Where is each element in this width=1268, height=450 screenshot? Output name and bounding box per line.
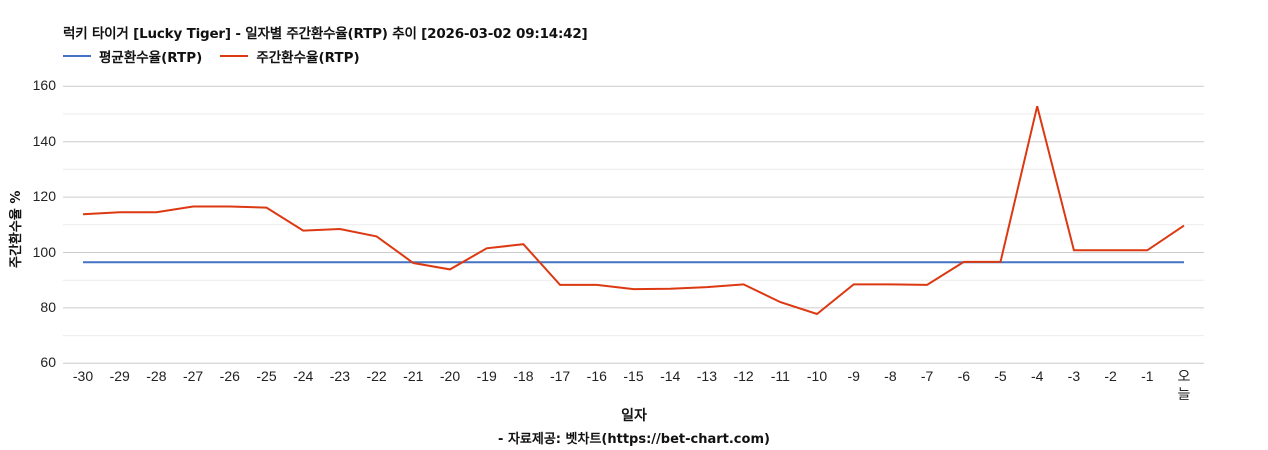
x-axis-title: 일자 xyxy=(0,405,1268,425)
x-tick-label: -23 xyxy=(329,368,350,384)
data-source-credit: - 자료제공: 벳차트(https://bet-chart.com) xyxy=(498,432,770,447)
legend-label: 평균환수율(RTP) xyxy=(99,50,203,66)
y-tick-label: 80 xyxy=(40,298,56,315)
y-tick-label: 60 xyxy=(40,354,56,371)
legend-swatch-average-icon xyxy=(63,55,91,57)
x-tick-label: -13 xyxy=(696,368,717,384)
legend: 평균환수율(RTP) 주간환수율(RTP) xyxy=(63,46,378,66)
x-tick-label: -14 xyxy=(660,368,681,384)
y-tick-label: 140 xyxy=(32,132,56,149)
x-tick-label: -11 xyxy=(770,368,790,384)
x-axis-title-text: 일자 xyxy=(621,408,647,424)
y-tick-label: 160 xyxy=(32,77,56,94)
x-tick-label: -29 xyxy=(109,368,130,384)
chart-title: 럭키 타이거 [Lucky Tiger] - 일자별 주간환수율(RTP) 추이… xyxy=(63,26,588,42)
x-tick-label: -3 xyxy=(1067,368,1081,384)
x-tick-label: -25 xyxy=(256,368,277,384)
x-tick-label: -28 xyxy=(146,368,167,384)
x-tick-label: -4 xyxy=(1030,368,1044,384)
x-tick-label: -27 xyxy=(182,368,204,384)
x-tick-label: -2 xyxy=(1104,368,1117,384)
x-tick-label: -24 xyxy=(293,368,314,384)
weekly-rtp-line[interactable] xyxy=(82,105,1185,316)
x-tick-label: -18 xyxy=(513,368,534,384)
legend-item-average-rtp[interactable]: 평균환수율(RTP) xyxy=(63,46,202,66)
x-tick-label: -12 xyxy=(733,368,754,384)
x-tick-label: -1 xyxy=(1141,368,1154,384)
x-tick-label: -17 xyxy=(549,368,571,384)
x-tick-label: -15 xyxy=(623,368,644,384)
x-tick-label: -9 xyxy=(847,368,860,384)
y-tick-label: 100 xyxy=(32,243,56,260)
x-tick-label: -22 xyxy=(366,368,387,384)
legend-item-weekly-rtp[interactable]: 주간환수율(RTP) xyxy=(220,46,360,66)
x-tick-label: -6 xyxy=(957,368,971,384)
x-tick-label: -5 xyxy=(994,368,1007,384)
y-tick-label: 120 xyxy=(32,188,56,205)
x-tick-label: -20 xyxy=(439,368,461,384)
x-tick-label: -10 xyxy=(806,368,828,384)
x-tick-label: -8 xyxy=(884,368,897,384)
x-tick-label: -30 xyxy=(72,368,94,384)
legend-swatch-weekly-icon xyxy=(220,55,249,57)
x-tick-label: -7 xyxy=(920,368,934,384)
legend-label: 주간환수율(RTP) xyxy=(256,50,360,66)
x-tick-label: -19 xyxy=(476,368,497,384)
x-tick-label: -16 xyxy=(586,368,607,384)
x-tick-label: -26 xyxy=(219,368,240,384)
x-tick-label: -21 xyxy=(403,368,424,384)
